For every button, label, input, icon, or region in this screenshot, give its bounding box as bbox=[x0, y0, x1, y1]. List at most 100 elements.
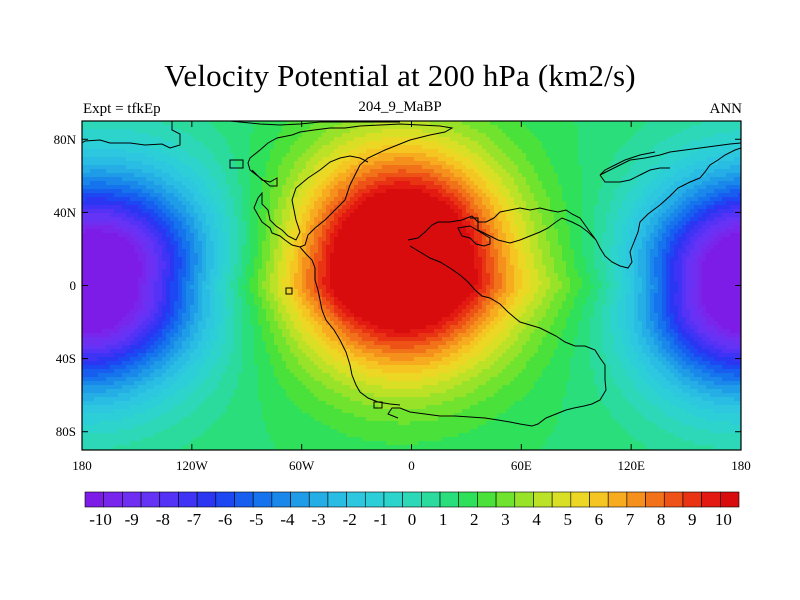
field-cell bbox=[166, 157, 171, 162]
field-cell bbox=[502, 189, 507, 194]
field-cell bbox=[214, 125, 219, 130]
field-cell bbox=[250, 213, 255, 218]
field-cell bbox=[126, 145, 131, 150]
field-cell bbox=[398, 201, 403, 206]
field-cell bbox=[90, 173, 95, 178]
field-cell bbox=[426, 177, 431, 182]
field-cell bbox=[426, 197, 431, 202]
field-cell bbox=[214, 165, 219, 170]
field-cell bbox=[382, 205, 387, 210]
field-cell bbox=[590, 129, 595, 134]
field-cell bbox=[246, 153, 251, 158]
field-cell bbox=[418, 201, 423, 206]
field-cell bbox=[222, 189, 227, 194]
field-cell bbox=[318, 237, 323, 242]
field-cell bbox=[678, 181, 683, 186]
field-cell bbox=[478, 213, 483, 218]
field-cell bbox=[350, 201, 355, 206]
field-cell bbox=[238, 125, 243, 130]
field-cell bbox=[130, 237, 135, 242]
field-cell bbox=[662, 209, 667, 214]
field-cell bbox=[530, 185, 535, 190]
field-cell bbox=[90, 233, 95, 238]
field-cell bbox=[494, 177, 499, 182]
field-cell bbox=[274, 169, 279, 174]
field-cell bbox=[554, 189, 559, 194]
field-cell bbox=[366, 229, 371, 234]
field-cell bbox=[186, 121, 191, 126]
field-cell bbox=[222, 229, 227, 234]
field-cell bbox=[122, 181, 127, 186]
field-cell bbox=[102, 197, 107, 202]
field-cell bbox=[118, 153, 123, 158]
field-cell bbox=[526, 205, 531, 210]
field-cell bbox=[670, 229, 675, 234]
field-cell bbox=[538, 217, 543, 222]
field-cell bbox=[526, 225, 531, 230]
field-cell bbox=[230, 217, 235, 222]
field-cell bbox=[262, 209, 267, 214]
field-cell bbox=[482, 165, 487, 170]
field-cell bbox=[262, 177, 267, 182]
field-cell bbox=[106, 169, 111, 174]
field-cell bbox=[186, 161, 191, 166]
field-cell bbox=[226, 237, 231, 242]
field-cell bbox=[362, 205, 367, 210]
field-cell bbox=[342, 189, 347, 194]
field-cell bbox=[314, 161, 319, 166]
field-cell bbox=[506, 137, 511, 142]
field-cell bbox=[350, 153, 355, 158]
field-cell bbox=[626, 133, 631, 138]
field-cell bbox=[574, 133, 579, 138]
field-cell bbox=[278, 129, 283, 134]
field-cell bbox=[470, 173, 475, 178]
field-cell bbox=[518, 237, 523, 242]
field-cell bbox=[726, 181, 731, 186]
field-cell bbox=[110, 169, 115, 174]
field-cell bbox=[642, 157, 647, 162]
field-cell bbox=[674, 145, 679, 150]
field-cell bbox=[594, 161, 599, 166]
field-cell bbox=[186, 157, 191, 162]
field-cell bbox=[682, 177, 687, 182]
field-cell bbox=[474, 233, 479, 238]
field-cell bbox=[142, 173, 147, 178]
field-cell bbox=[234, 169, 239, 174]
field-cell bbox=[134, 121, 139, 126]
field-cell bbox=[450, 149, 455, 154]
field-cell bbox=[434, 125, 439, 130]
field-cell bbox=[366, 177, 371, 182]
field-cell bbox=[322, 233, 327, 238]
field-cell bbox=[102, 169, 107, 174]
field-cell bbox=[90, 141, 95, 146]
field-cell bbox=[686, 237, 691, 242]
field-cell bbox=[382, 237, 387, 242]
field-cell bbox=[438, 125, 443, 130]
field-cell bbox=[590, 213, 595, 218]
field-cell bbox=[718, 213, 723, 218]
field-cell bbox=[430, 209, 435, 214]
field-cell bbox=[314, 229, 319, 234]
field-cell bbox=[238, 129, 243, 134]
field-cell bbox=[710, 233, 715, 238]
field-cell bbox=[674, 225, 679, 230]
field-cell bbox=[94, 141, 99, 146]
field-cell bbox=[594, 189, 599, 194]
field-cell bbox=[234, 157, 239, 162]
field-cell bbox=[526, 221, 531, 226]
field-cell bbox=[218, 241, 223, 246]
field-cell bbox=[522, 173, 527, 178]
field-cell bbox=[266, 121, 271, 126]
field-cell bbox=[666, 141, 671, 146]
field-cell bbox=[222, 213, 227, 218]
field-cell bbox=[658, 121, 663, 126]
field-cell bbox=[430, 165, 435, 170]
field-cell bbox=[518, 189, 523, 194]
field-cell bbox=[538, 141, 543, 146]
field-cell bbox=[522, 145, 527, 150]
field-cell bbox=[402, 209, 407, 214]
field-cell bbox=[358, 133, 363, 138]
field-cell bbox=[234, 237, 239, 242]
field-cell bbox=[482, 141, 487, 146]
field-cell bbox=[158, 209, 163, 214]
